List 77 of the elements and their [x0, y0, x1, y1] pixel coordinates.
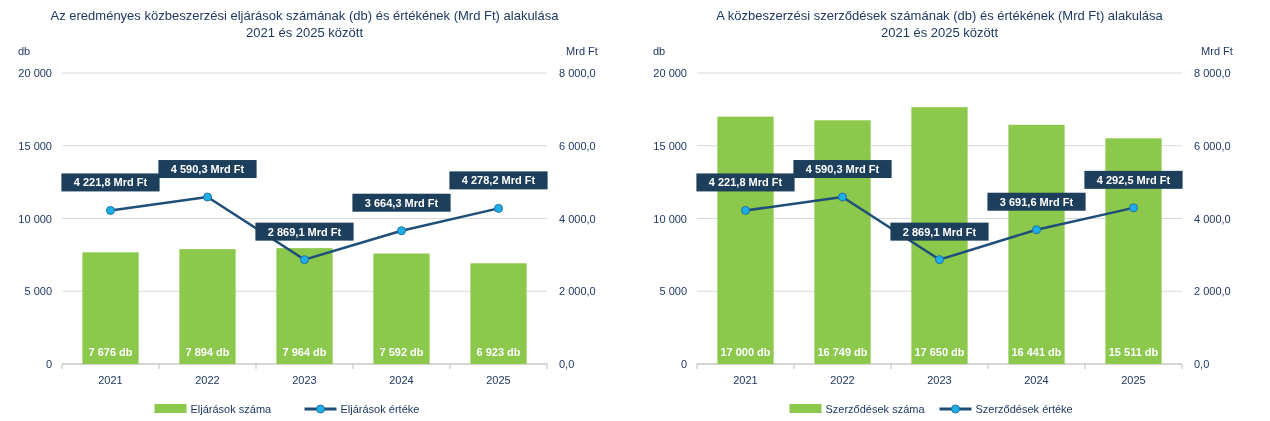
y-tick-label: 0 — [680, 358, 687, 370]
point — [838, 192, 847, 202]
legend-label: Eljárások értéke — [340, 403, 420, 415]
data-label: 16 441 db — [1011, 346, 1062, 358]
data-label: 4 590,3 Mrd Ft — [805, 163, 880, 176]
bar — [179, 249, 236, 364]
y2-tick-label: 4 000,0 — [559, 212, 596, 225]
y-tick-label: 20 000 — [18, 67, 52, 79]
data-label: 7 964 db — [282, 346, 327, 358]
y-tick-label: 0 — [45, 358, 52, 370]
legend-label: Szerződések értéke — [975, 403, 1073, 415]
data-label: 3 664,3 Mrd Ft — [364, 196, 439, 209]
point — [935, 255, 944, 265]
y-tick-label: 5 000 — [659, 285, 687, 298]
data-label: 2 869,1 Mrd Ft — [267, 225, 342, 238]
data-label: 7 592 db — [379, 346, 424, 358]
bar — [373, 253, 430, 364]
data-label: 7 676 db — [88, 346, 133, 358]
data-label: 4 292,5 Mrd Ft — [1096, 173, 1171, 186]
point — [1129, 203, 1138, 213]
x-tick-label: 2023 — [292, 374, 317, 386]
data-label: 4 221,8 Mrd Ft — [708, 176, 783, 189]
data-label: 2 869,1 Mrd Ft — [902, 225, 977, 238]
y2-tick-label: 2 000,0 — [559, 285, 596, 298]
bar — [276, 248, 333, 364]
data-label: 17 000 db — [720, 346, 771, 358]
point — [300, 255, 309, 265]
point — [106, 205, 115, 215]
x-tick-label: 2023 — [927, 374, 952, 386]
data-label: 4 221,8 Mrd Ft — [73, 176, 148, 189]
legend-label: Szerződések száma — [825, 403, 926, 415]
bar — [82, 252, 139, 364]
y2-tick-label: 0,0 — [1194, 358, 1210, 370]
point — [1032, 225, 1041, 235]
y-tick-label: 10 000 — [18, 212, 52, 225]
y-axis-title: db — [652, 45, 666, 57]
data-label: 4 278,2 Mrd Ft — [461, 174, 536, 187]
data-label: 7 894 db — [185, 346, 230, 358]
y2-axis-title: Mrd Ft — [1201, 45, 1233, 57]
point — [741, 205, 750, 215]
x-tick-label: 2021 — [98, 374, 123, 386]
y-axis-title: db — [17, 45, 31, 57]
y2-tick-label: 0,0 — [559, 358, 575, 370]
y2-tick-label: 8 000,0 — [1194, 67, 1231, 79]
data-label: 6 923 db — [476, 346, 521, 358]
chart-subtitle: 2021 és 2025 között — [245, 25, 364, 40]
data-label: 17 650 db — [914, 346, 965, 358]
y2-tick-label: 4 000,0 — [1194, 212, 1231, 225]
data-label: 16 749 db — [817, 346, 868, 358]
y-tick-label: 15 000 — [653, 139, 687, 152]
y2-tick-label: 2 000,0 — [1194, 285, 1231, 298]
chart-title: Az eredményes közbeszerzési eljárások számának (db) és értékének (Mrd Ft) alakulása — [50, 8, 560, 23]
y2-axis-title: Mrd Ft — [566, 45, 598, 57]
data-label: 3 691,6 Mrd Ft — [999, 195, 1074, 208]
point — [203, 192, 212, 202]
y-tick-label: 20 000 — [653, 67, 687, 79]
point — [397, 226, 406, 236]
x-tick-label: 2024 — [389, 374, 414, 386]
bar — [470, 263, 527, 364]
y-tick-label: 10 000 — [653, 212, 687, 225]
y2-tick-label: 8 000,0 — [559, 67, 596, 79]
data-label: 4 590,3 Mrd Ft — [170, 163, 245, 176]
point — [494, 203, 503, 213]
x-tick-label: 2025 — [1121, 374, 1146, 386]
x-tick-label: 2025 — [486, 374, 511, 386]
chart-subtitle: 2021 és 2025 között — [880, 25, 999, 40]
x-tick-label: 2022 — [830, 374, 855, 386]
y-tick-label: 15 000 — [18, 139, 52, 152]
y-tick-label: 5 000 — [24, 285, 52, 298]
x-tick-label: 2024 — [1024, 374, 1049, 386]
legend-label: Eljárások száma — [190, 403, 273, 415]
x-tick-label: 2022 — [195, 374, 220, 386]
y2-tick-label: 6 000,0 — [1194, 139, 1231, 152]
chart-title: A közbeszerzési szerződések számának (db) és értékének (Mrd Ft) alakulása — [716, 8, 1164, 23]
x-tick-label: 2021 — [733, 374, 758, 386]
data-label: 15 511 db — [1108, 346, 1159, 358]
y2-tick-label: 6 000,0 — [559, 139, 596, 152]
